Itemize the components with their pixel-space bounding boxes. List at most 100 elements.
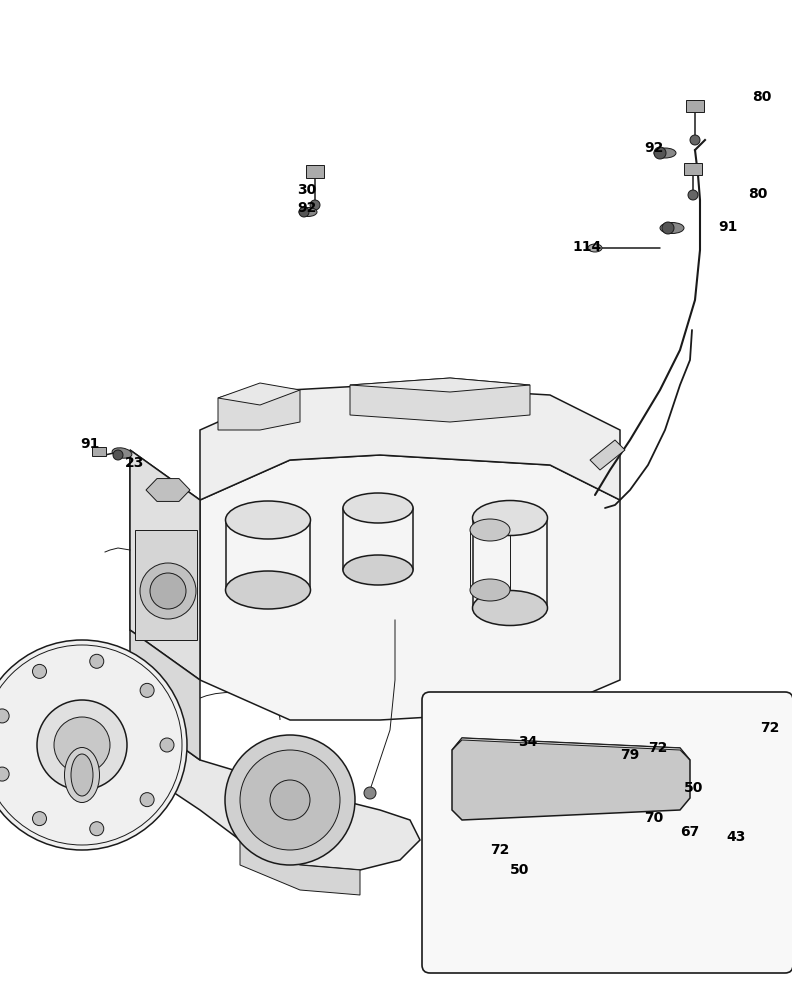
Ellipse shape	[71, 754, 93, 796]
Text: 91: 91	[718, 220, 737, 234]
Circle shape	[582, 749, 634, 801]
Polygon shape	[350, 378, 530, 392]
Circle shape	[150, 573, 186, 609]
Circle shape	[240, 750, 340, 850]
Circle shape	[530, 770, 550, 790]
Circle shape	[590, 757, 626, 793]
Ellipse shape	[112, 448, 132, 458]
Text: 43: 43	[726, 830, 745, 844]
Circle shape	[600, 767, 616, 783]
Text: 114: 114	[572, 240, 601, 254]
Circle shape	[632, 816, 644, 828]
Circle shape	[140, 563, 196, 619]
Circle shape	[0, 709, 10, 723]
Text: 70: 70	[644, 811, 663, 825]
Circle shape	[364, 787, 376, 799]
Text: 50: 50	[684, 781, 703, 795]
Circle shape	[32, 664, 47, 678]
Ellipse shape	[654, 148, 676, 158]
Text: 72: 72	[760, 721, 779, 735]
Circle shape	[714, 762, 726, 774]
Circle shape	[0, 640, 187, 850]
Ellipse shape	[660, 223, 684, 233]
Circle shape	[299, 207, 309, 217]
Polygon shape	[590, 440, 625, 470]
Bar	[548, 850, 582, 868]
Circle shape	[756, 732, 768, 744]
Circle shape	[503, 841, 517, 855]
Circle shape	[687, 833, 705, 851]
FancyBboxPatch shape	[422, 692, 792, 973]
Circle shape	[610, 770, 630, 790]
Circle shape	[89, 654, 104, 668]
Polygon shape	[130, 450, 200, 680]
Text: 80: 80	[752, 90, 771, 104]
Circle shape	[625, 809, 651, 835]
Text: 30: 30	[297, 183, 316, 197]
Text: 23: 23	[125, 456, 144, 470]
Bar	[722, 840, 750, 855]
Polygon shape	[452, 738, 690, 760]
Circle shape	[660, 770, 680, 790]
Text: 92: 92	[297, 201, 316, 215]
Ellipse shape	[64, 748, 100, 802]
Ellipse shape	[299, 208, 317, 217]
Ellipse shape	[473, 500, 547, 536]
Ellipse shape	[226, 571, 310, 609]
Ellipse shape	[470, 519, 510, 541]
Bar	[306, 165, 324, 178]
Bar	[92, 447, 106, 456]
Circle shape	[113, 450, 123, 460]
Bar	[135, 530, 197, 640]
Circle shape	[662, 222, 674, 234]
Circle shape	[592, 784, 624, 816]
Circle shape	[160, 738, 174, 752]
Circle shape	[663, 827, 673, 837]
Ellipse shape	[343, 493, 413, 523]
Circle shape	[140, 683, 154, 697]
Circle shape	[658, 822, 678, 842]
Polygon shape	[452, 738, 690, 820]
Circle shape	[32, 812, 47, 826]
Circle shape	[496, 834, 524, 862]
Circle shape	[654, 147, 666, 159]
Ellipse shape	[226, 501, 310, 539]
Polygon shape	[200, 455, 620, 720]
Polygon shape	[146, 479, 190, 501]
Circle shape	[708, 756, 732, 780]
Text: 92: 92	[644, 141, 664, 155]
Polygon shape	[218, 383, 300, 405]
Circle shape	[655, 761, 669, 775]
Circle shape	[54, 717, 110, 773]
Circle shape	[470, 770, 490, 790]
Ellipse shape	[473, 590, 547, 626]
Polygon shape	[218, 385, 300, 430]
Text: 72: 72	[490, 843, 509, 857]
Polygon shape	[130, 630, 200, 760]
Circle shape	[37, 700, 127, 790]
Text: 80: 80	[748, 187, 767, 201]
Polygon shape	[80, 695, 420, 870]
Circle shape	[690, 135, 700, 145]
Circle shape	[0, 767, 10, 781]
Circle shape	[649, 755, 675, 781]
Polygon shape	[200, 385, 620, 500]
Polygon shape	[148, 545, 188, 565]
Ellipse shape	[588, 244, 602, 252]
Text: 34: 34	[518, 735, 538, 749]
Bar	[684, 163, 702, 175]
Text: 67: 67	[680, 825, 699, 839]
Circle shape	[89, 822, 104, 836]
Ellipse shape	[343, 555, 413, 585]
Polygon shape	[130, 450, 200, 680]
Circle shape	[688, 190, 698, 200]
Text: 50: 50	[510, 863, 529, 877]
Bar	[718, 758, 750, 778]
Polygon shape	[240, 840, 360, 895]
Circle shape	[270, 780, 310, 820]
Bar	[686, 100, 704, 112]
Circle shape	[310, 200, 320, 210]
Ellipse shape	[470, 579, 510, 601]
Circle shape	[140, 793, 154, 807]
Text: 79: 79	[620, 748, 639, 762]
